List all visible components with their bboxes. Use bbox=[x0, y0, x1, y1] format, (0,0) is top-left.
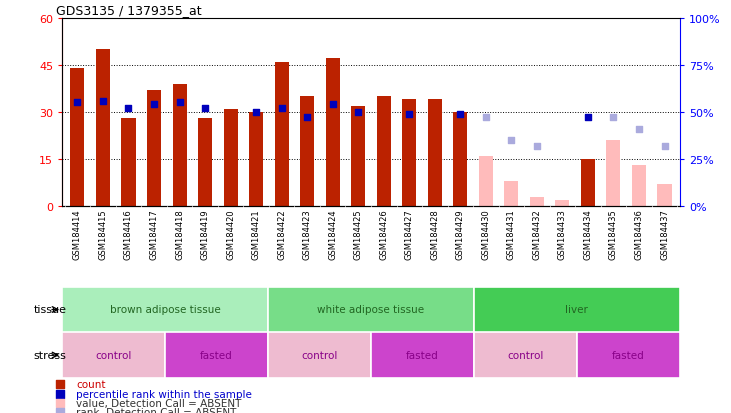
Point bbox=[276, 105, 287, 112]
Text: GSM184434: GSM184434 bbox=[583, 209, 592, 259]
Text: percentile rank within the sample: percentile rank within the sample bbox=[76, 389, 252, 399]
Text: GDS3135 / 1379355_at: GDS3135 / 1379355_at bbox=[56, 5, 202, 17]
Bar bbox=[326, 59, 340, 206]
Bar bbox=[428, 100, 442, 206]
Text: GSM184423: GSM184423 bbox=[303, 209, 311, 259]
Bar bbox=[607, 141, 621, 206]
Text: GSM184415: GSM184415 bbox=[99, 209, 107, 259]
Bar bbox=[62, 287, 268, 332]
Bar bbox=[173, 84, 186, 206]
Text: GSM184416: GSM184416 bbox=[124, 209, 133, 259]
Point bbox=[480, 115, 492, 121]
Text: control: control bbox=[96, 350, 132, 360]
Text: white adipose tissue: white adipose tissue bbox=[317, 305, 425, 315]
Bar bbox=[62, 332, 165, 378]
Bar bbox=[453, 113, 467, 206]
Text: tissue: tissue bbox=[34, 305, 67, 315]
Point bbox=[200, 105, 211, 112]
Point bbox=[531, 143, 542, 150]
Point bbox=[54, 390, 66, 397]
Point bbox=[659, 143, 670, 150]
Bar bbox=[530, 197, 544, 206]
Point bbox=[607, 115, 619, 121]
Point bbox=[404, 111, 415, 118]
Text: value, Detection Call = ABSENT: value, Detection Call = ABSENT bbox=[76, 398, 241, 408]
Point bbox=[633, 126, 645, 133]
Bar bbox=[96, 50, 110, 206]
Text: GSM184437: GSM184437 bbox=[660, 209, 669, 260]
Bar bbox=[371, 332, 474, 378]
Point bbox=[54, 381, 66, 387]
Point bbox=[582, 115, 594, 121]
Point bbox=[123, 105, 135, 112]
Bar bbox=[268, 287, 474, 332]
Point bbox=[97, 98, 109, 104]
Text: GSM184417: GSM184417 bbox=[150, 209, 159, 259]
Bar bbox=[556, 200, 569, 206]
Bar bbox=[479, 157, 493, 206]
Text: GSM184432: GSM184432 bbox=[532, 209, 542, 259]
Text: control: control bbox=[507, 350, 544, 360]
Point bbox=[301, 115, 313, 121]
Text: GSM184424: GSM184424 bbox=[328, 209, 337, 259]
Bar bbox=[275, 62, 289, 206]
Text: GSM184430: GSM184430 bbox=[481, 209, 491, 259]
Text: GSM184426: GSM184426 bbox=[379, 209, 388, 259]
Text: GSM184429: GSM184429 bbox=[456, 209, 465, 259]
Text: fasted: fasted bbox=[612, 350, 645, 360]
Text: GSM184422: GSM184422 bbox=[277, 209, 286, 259]
Text: GSM184414: GSM184414 bbox=[73, 209, 82, 259]
Point bbox=[148, 102, 160, 108]
Bar bbox=[376, 97, 391, 206]
Text: count: count bbox=[76, 379, 105, 389]
Bar bbox=[577, 332, 680, 378]
Text: GSM184435: GSM184435 bbox=[609, 209, 618, 259]
Text: liver: liver bbox=[566, 305, 588, 315]
Bar bbox=[249, 113, 263, 206]
Text: GSM184419: GSM184419 bbox=[200, 209, 210, 259]
Text: GSM184425: GSM184425 bbox=[354, 209, 363, 259]
Bar bbox=[657, 185, 672, 206]
Text: fasted: fasted bbox=[406, 350, 439, 360]
Point bbox=[250, 109, 262, 116]
Bar bbox=[147, 90, 161, 206]
Bar bbox=[300, 97, 314, 206]
Point bbox=[72, 100, 83, 107]
Bar bbox=[165, 332, 268, 378]
Bar bbox=[474, 332, 577, 378]
Bar bbox=[632, 166, 646, 206]
Text: GSM184420: GSM184420 bbox=[226, 209, 235, 259]
Bar bbox=[268, 332, 371, 378]
Bar bbox=[474, 287, 680, 332]
Bar bbox=[581, 159, 595, 206]
Point bbox=[352, 109, 364, 116]
Text: GSM184427: GSM184427 bbox=[405, 209, 414, 259]
Text: stress: stress bbox=[34, 350, 67, 360]
Text: brown adipose tissue: brown adipose tissue bbox=[110, 305, 221, 315]
Text: GSM184431: GSM184431 bbox=[507, 209, 516, 259]
Text: fasted: fasted bbox=[200, 350, 233, 360]
Point bbox=[327, 102, 338, 108]
Bar bbox=[224, 109, 238, 206]
Bar bbox=[198, 119, 212, 206]
Point bbox=[54, 400, 66, 406]
Text: GSM184433: GSM184433 bbox=[558, 209, 567, 260]
Point bbox=[506, 138, 518, 144]
Bar bbox=[121, 119, 135, 206]
Point bbox=[54, 409, 66, 413]
Text: control: control bbox=[301, 350, 338, 360]
Point bbox=[174, 100, 186, 107]
Text: GSM184418: GSM184418 bbox=[175, 209, 184, 259]
Bar bbox=[351, 106, 366, 206]
Text: GSM184421: GSM184421 bbox=[251, 209, 261, 259]
Text: GSM184436: GSM184436 bbox=[635, 209, 643, 260]
Text: GSM184428: GSM184428 bbox=[431, 209, 439, 259]
Text: rank, Detection Call = ABSENT: rank, Detection Call = ABSENT bbox=[76, 407, 236, 413]
Bar bbox=[504, 181, 518, 206]
Bar bbox=[402, 100, 416, 206]
Point bbox=[455, 111, 466, 118]
Bar bbox=[70, 69, 85, 206]
